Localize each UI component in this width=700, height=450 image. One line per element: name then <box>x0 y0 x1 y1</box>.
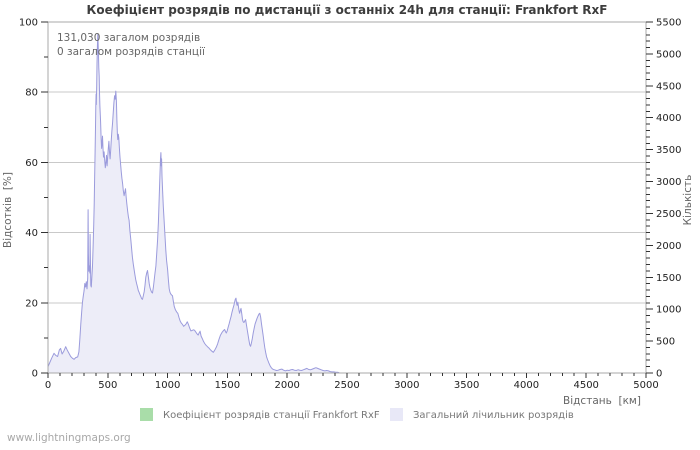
svg-text:3500: 3500 <box>656 145 681 156</box>
svg-text:2500: 2500 <box>334 380 359 391</box>
svg-text:1500: 1500 <box>215 380 240 391</box>
svg-text:4000: 4000 <box>514 380 539 391</box>
annotation-station-strikes: 0 загалом розрядів станції <box>57 46 205 58</box>
y-axis-left-label: Відсотків [%] <box>2 172 14 248</box>
svg-text:2000: 2000 <box>656 241 681 252</box>
y-axis-right-label: Кількість <box>682 175 694 226</box>
series-curves <box>47 33 340 374</box>
svg-text:80: 80 <box>25 88 38 99</box>
svg-text:20: 20 <box>25 298 38 309</box>
svg-text:1000: 1000 <box>155 380 180 391</box>
svg-text:2000: 2000 <box>274 380 299 391</box>
legend-label-total-counter: Загальний лічильник розрядів <box>413 409 574 421</box>
svg-text:5000: 5000 <box>656 49 681 60</box>
svg-text:100: 100 <box>19 18 38 29</box>
svg-text:5500: 5500 <box>656 18 681 29</box>
svg-text:3500: 3500 <box>454 380 479 391</box>
svg-text:0: 0 <box>32 369 38 380</box>
axes-and-ticks: 0 500 1000 1500 2000 2500 3000 3500 4000 4500 5000… <box>19 18 682 392</box>
svg-text:0: 0 <box>656 369 662 380</box>
svg-text:3000: 3000 <box>656 177 681 188</box>
svg-text:40: 40 <box>25 228 38 239</box>
x-axis-label: Відстань [км] <box>563 395 641 407</box>
watermark: www.lightningmaps.org <box>7 432 131 444</box>
chart-title: Коефіцієнт розрядів по дистанції з остан… <box>87 3 608 17</box>
legend-swatch-total-counter <box>390 408 403 421</box>
legend-label-station-coefficient: Коефіцієнт розрядів станції Frankfort Rx… <box>163 409 380 421</box>
svg-text:4000: 4000 <box>656 113 681 124</box>
svg-text:60: 60 <box>25 158 38 169</box>
legend: Коефіцієнт розрядів станції Frankfort Rx… <box>140 408 574 421</box>
svg-text:500: 500 <box>98 380 117 391</box>
svg-text:1000: 1000 <box>656 305 681 316</box>
gridlines <box>48 91 646 304</box>
annotation-total-strikes: 131,030 загалом розрядів <box>57 32 200 44</box>
svg-text:500: 500 <box>656 337 675 348</box>
svg-text:0: 0 <box>45 380 51 391</box>
svg-text:4500: 4500 <box>656 81 681 92</box>
svg-text:4500: 4500 <box>573 380 598 391</box>
legend-swatch-station-coefficient <box>140 408 153 421</box>
svg-text:5000: 5000 <box>633 380 658 391</box>
svg-text:2500: 2500 <box>656 209 681 220</box>
svg-text:3000: 3000 <box>394 380 419 391</box>
svg-text:1500: 1500 <box>656 273 681 284</box>
